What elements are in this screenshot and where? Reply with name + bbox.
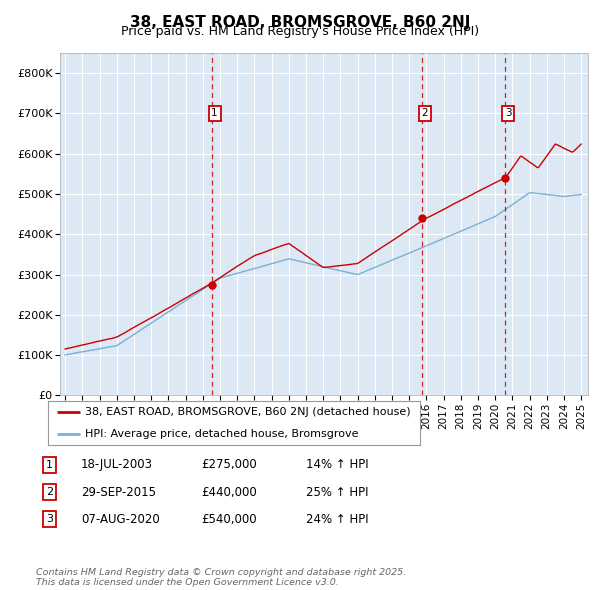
Text: 29-SEP-2015: 29-SEP-2015 xyxy=(81,486,156,499)
Text: 07-AUG-2020: 07-AUG-2020 xyxy=(81,513,160,526)
Text: 38, EAST ROAD, BROMSGROVE, B60 2NJ (detached house): 38, EAST ROAD, BROMSGROVE, B60 2NJ (deta… xyxy=(85,407,411,417)
Text: 25% ↑ HPI: 25% ↑ HPI xyxy=(306,486,368,499)
Text: 24% ↑ HPI: 24% ↑ HPI xyxy=(306,513,368,526)
Text: Price paid vs. HM Land Registry's House Price Index (HPI): Price paid vs. HM Land Registry's House … xyxy=(121,25,479,38)
Text: 38, EAST ROAD, BROMSGROVE, B60 2NJ: 38, EAST ROAD, BROMSGROVE, B60 2NJ xyxy=(130,15,470,30)
Text: £540,000: £540,000 xyxy=(201,513,257,526)
Text: 2: 2 xyxy=(46,487,53,497)
Text: HPI: Average price, detached house, Bromsgrove: HPI: Average price, detached house, Brom… xyxy=(85,430,359,440)
Text: 18-JUL-2003: 18-JUL-2003 xyxy=(81,458,153,471)
Text: Contains HM Land Registry data © Crown copyright and database right 2025.
This d: Contains HM Land Registry data © Crown c… xyxy=(36,568,406,587)
Text: 1: 1 xyxy=(46,460,53,470)
Text: 3: 3 xyxy=(46,514,53,524)
Text: 1: 1 xyxy=(211,109,218,119)
Text: £275,000: £275,000 xyxy=(201,458,257,471)
Text: 3: 3 xyxy=(505,109,511,119)
Text: 2: 2 xyxy=(421,109,428,119)
Text: 14% ↑ HPI: 14% ↑ HPI xyxy=(306,458,368,471)
Text: £440,000: £440,000 xyxy=(201,486,257,499)
